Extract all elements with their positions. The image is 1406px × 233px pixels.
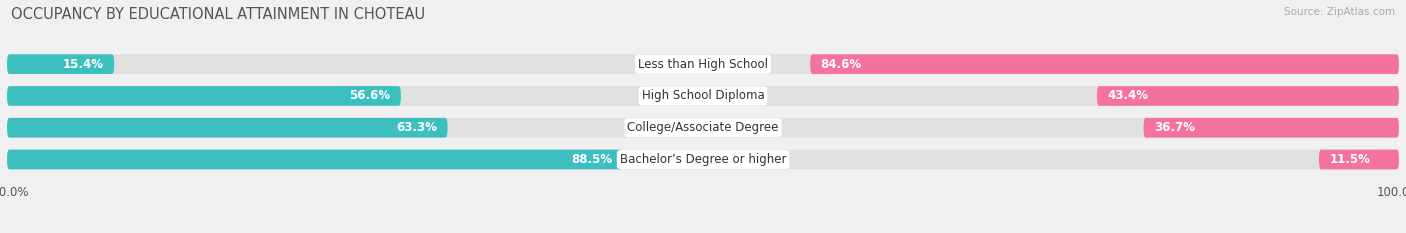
Text: 36.7%: 36.7% xyxy=(1154,121,1195,134)
Text: 56.6%: 56.6% xyxy=(349,89,391,103)
FancyBboxPatch shape xyxy=(7,118,447,137)
FancyBboxPatch shape xyxy=(7,54,114,74)
Text: Bachelor’s Degree or higher: Bachelor’s Degree or higher xyxy=(620,153,786,166)
Text: 88.5%: 88.5% xyxy=(571,153,613,166)
FancyBboxPatch shape xyxy=(1097,86,1399,106)
FancyBboxPatch shape xyxy=(810,54,1399,74)
Text: Less than High School: Less than High School xyxy=(638,58,768,71)
FancyBboxPatch shape xyxy=(7,54,1399,74)
FancyBboxPatch shape xyxy=(1319,150,1399,169)
Text: 63.3%: 63.3% xyxy=(396,121,437,134)
Text: 84.6%: 84.6% xyxy=(821,58,862,71)
FancyBboxPatch shape xyxy=(7,150,1399,169)
Text: 15.4%: 15.4% xyxy=(63,58,104,71)
FancyBboxPatch shape xyxy=(7,150,623,169)
Text: OCCUPANCY BY EDUCATIONAL ATTAINMENT IN CHOTEAU: OCCUPANCY BY EDUCATIONAL ATTAINMENT IN C… xyxy=(11,7,426,22)
FancyBboxPatch shape xyxy=(7,118,1399,137)
FancyBboxPatch shape xyxy=(7,86,401,106)
Text: High School Diploma: High School Diploma xyxy=(641,89,765,103)
Legend: Owner-occupied, Renter-occupied: Owner-occupied, Renter-occupied xyxy=(567,229,839,233)
Text: Source: ZipAtlas.com: Source: ZipAtlas.com xyxy=(1284,7,1395,17)
Text: College/Associate Degree: College/Associate Degree xyxy=(627,121,779,134)
Text: 43.4%: 43.4% xyxy=(1108,89,1149,103)
FancyBboxPatch shape xyxy=(1143,118,1399,137)
FancyBboxPatch shape xyxy=(7,86,1399,106)
Text: 11.5%: 11.5% xyxy=(1330,153,1371,166)
